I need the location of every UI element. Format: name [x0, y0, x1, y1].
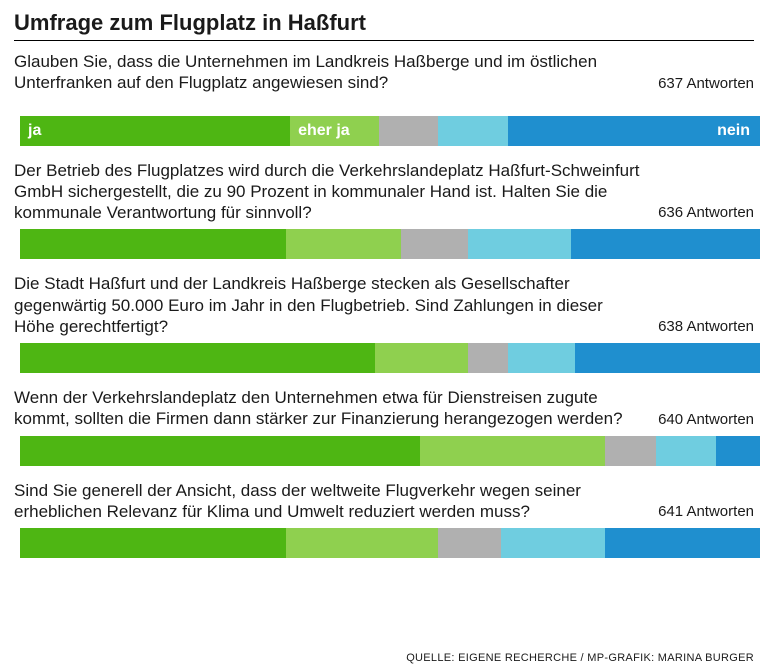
question-block: Der Betrieb des Flugplatzes wird durch d…	[14, 160, 754, 260]
response-count: 641 Antworten	[658, 503, 754, 522]
questions-container: Glauben Sie, dass die Unternehmen im Lan…	[14, 51, 754, 558]
bar-segment-eher-nein	[468, 229, 572, 259]
response-count: 638 Antworten	[658, 318, 754, 337]
question-block: Sind Sie generell der Ansicht, dass der …	[14, 480, 754, 559]
source-line: QUELLE: EIGENE RECHERCHE / MP-GRAFIK: MA…	[406, 652, 754, 664]
question-block: Glauben Sie, dass die Unternehmen im Lan…	[14, 51, 754, 146]
bar-segment-eher-ja: eher ja	[290, 116, 379, 146]
bar-segment-ja	[20, 436, 420, 466]
question-text: Glauben Sie, dass die Unternehmen im Lan…	[14, 51, 658, 94]
bar-segment-keine-meinung: keineMeinung	[379, 116, 438, 146]
bar-segment-keine-meinung	[605, 436, 657, 466]
bar-segment-keine-meinung	[468, 343, 509, 373]
bar-segment-ja	[20, 229, 286, 259]
bar-segment-ja	[20, 528, 286, 558]
bar-segment-nein	[716, 436, 760, 466]
question-text: Der Betrieb des Flugplatzes wird durch d…	[14, 160, 658, 224]
stacked-bar: jaeher jakeineMeinungeherneinnein	[20, 116, 760, 146]
bar-segment-nein	[575, 343, 760, 373]
bar-segment-eher-ja	[286, 229, 401, 259]
stacked-bar	[20, 436, 760, 466]
question-text: Wenn der Verkehrslandeplatz den Unterneh…	[14, 387, 658, 430]
bar-segment-eher-nein: ehernein	[438, 116, 508, 146]
response-count: 637 Antworten	[658, 75, 754, 94]
bar-segment-eher-ja	[420, 436, 605, 466]
stacked-bar	[20, 229, 760, 259]
question-block: Wenn der Verkehrslandeplatz den Unterneh…	[14, 387, 754, 466]
bar-segment-eher-ja	[375, 343, 468, 373]
bar-segment-ja	[20, 343, 375, 373]
response-count: 636 Antworten	[658, 204, 754, 223]
response-count: 640 Antworten	[658, 411, 754, 430]
bar-segment-ja: ja	[20, 116, 290, 146]
bar-segment-nein: nein	[508, 116, 760, 146]
bar-segment-keine-meinung	[438, 528, 501, 558]
bar-segment-eher-nein	[656, 436, 715, 466]
bar-segment-eher-ja	[286, 528, 438, 558]
stacked-bar	[20, 528, 760, 558]
bar-segment-nein	[605, 528, 760, 558]
question-block: Die Stadt Haßfurt und der Landkreis Haßb…	[14, 273, 754, 373]
chart-title: Umfrage zum Flugplatz in Haßfurt	[14, 10, 754, 41]
bar-segment-eher-nein	[501, 528, 605, 558]
bar-segment-nein	[571, 229, 760, 259]
question-text: Sind Sie generell der Ansicht, dass der …	[14, 480, 658, 523]
question-text: Die Stadt Haßfurt und der Landkreis Haßb…	[14, 273, 658, 337]
bar-segment-eher-nein	[508, 343, 575, 373]
stacked-bar	[20, 343, 760, 373]
bar-segment-keine-meinung	[401, 229, 468, 259]
